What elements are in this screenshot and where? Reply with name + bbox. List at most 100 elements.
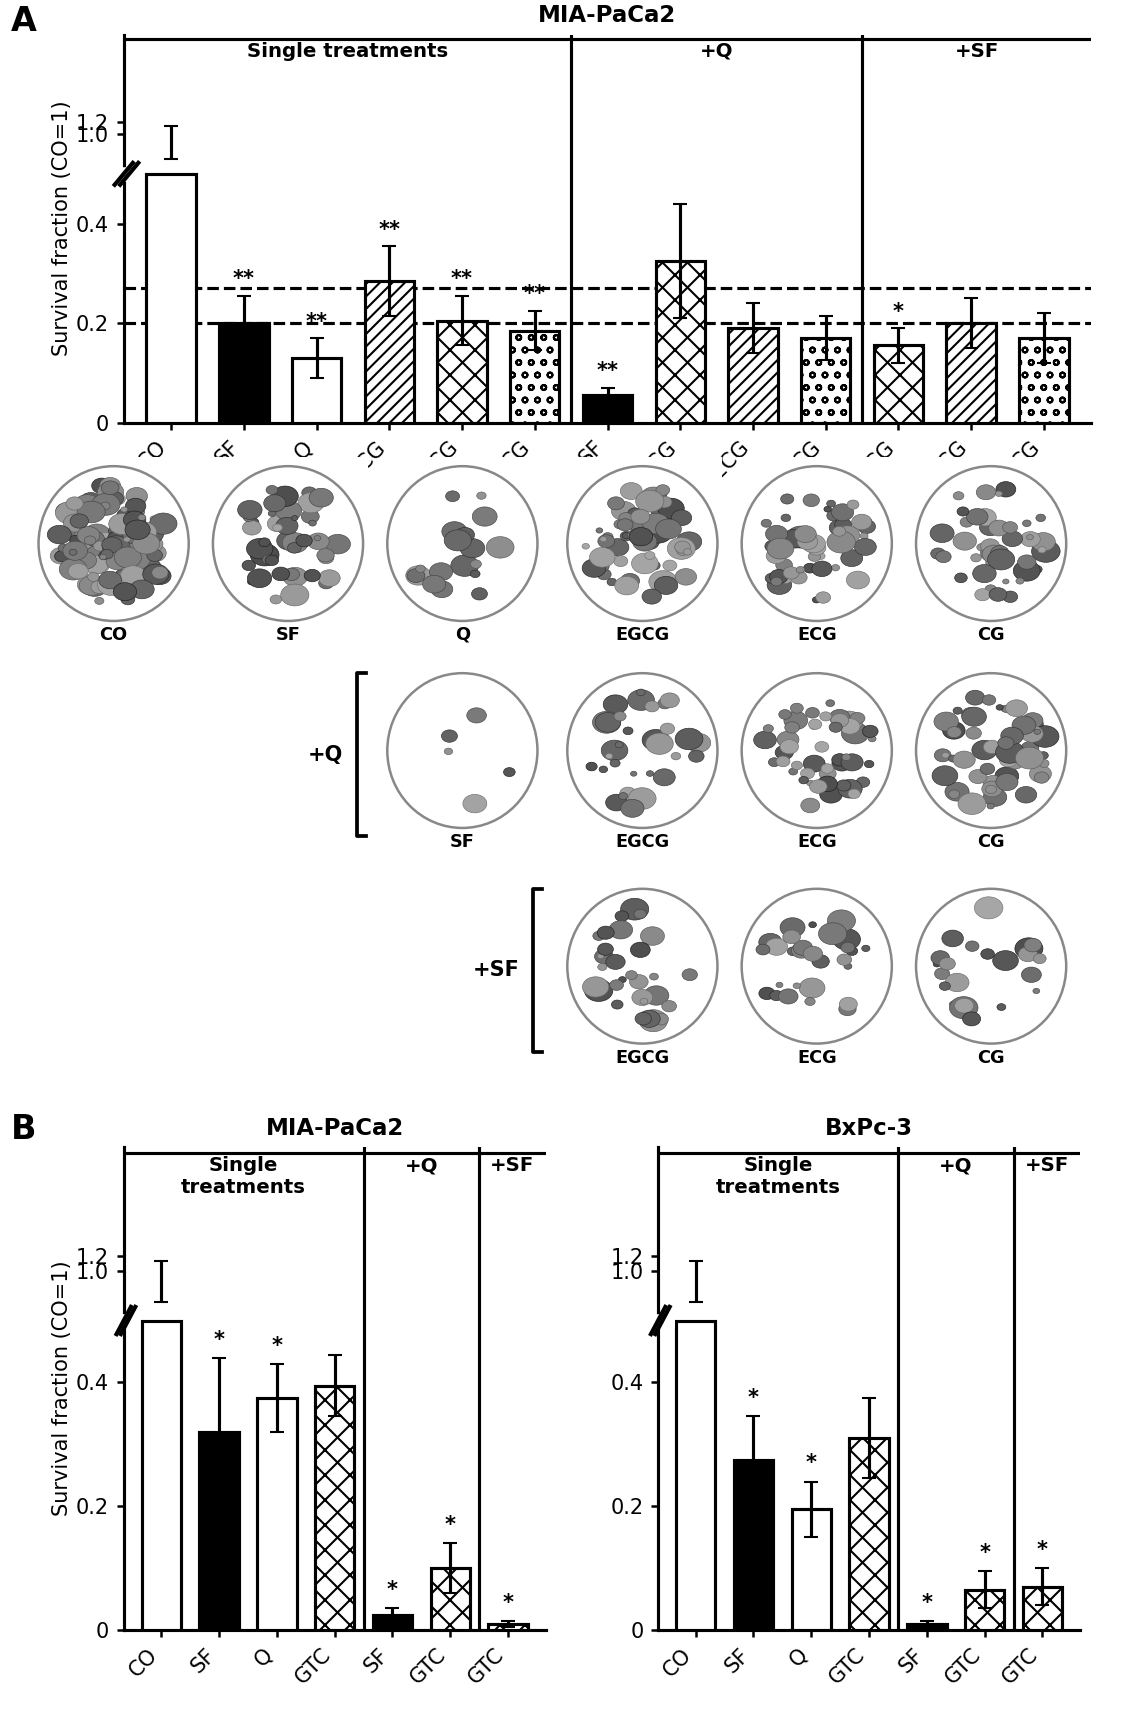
Ellipse shape xyxy=(116,543,143,564)
Ellipse shape xyxy=(621,799,643,818)
Ellipse shape xyxy=(992,950,1018,971)
Ellipse shape xyxy=(276,518,298,535)
Ellipse shape xyxy=(246,538,273,559)
Ellipse shape xyxy=(144,543,166,562)
Ellipse shape xyxy=(785,721,800,733)
Ellipse shape xyxy=(98,481,124,502)
Ellipse shape xyxy=(657,497,672,507)
Ellipse shape xyxy=(942,930,963,947)
Ellipse shape xyxy=(667,538,695,559)
Ellipse shape xyxy=(786,526,814,549)
Ellipse shape xyxy=(120,566,146,585)
Ellipse shape xyxy=(585,980,613,1002)
Ellipse shape xyxy=(101,536,122,552)
Ellipse shape xyxy=(827,531,855,554)
Ellipse shape xyxy=(986,585,997,593)
Ellipse shape xyxy=(115,547,142,568)
Ellipse shape xyxy=(127,531,144,543)
Ellipse shape xyxy=(1038,547,1046,554)
Ellipse shape xyxy=(958,794,986,814)
Ellipse shape xyxy=(1015,938,1043,959)
Ellipse shape xyxy=(844,963,852,969)
Ellipse shape xyxy=(79,576,105,595)
Ellipse shape xyxy=(972,740,997,759)
Ellipse shape xyxy=(996,773,1018,790)
Ellipse shape xyxy=(1019,714,1043,733)
Ellipse shape xyxy=(649,519,667,533)
Ellipse shape xyxy=(640,926,665,945)
Ellipse shape xyxy=(318,569,340,586)
Ellipse shape xyxy=(78,502,106,523)
Text: **: ** xyxy=(233,269,254,290)
Ellipse shape xyxy=(597,569,611,580)
Ellipse shape xyxy=(976,485,996,500)
Ellipse shape xyxy=(688,750,704,762)
Ellipse shape xyxy=(835,518,852,531)
Bar xyxy=(1019,338,1069,423)
Ellipse shape xyxy=(100,502,110,509)
Ellipse shape xyxy=(118,576,136,590)
Ellipse shape xyxy=(307,533,330,550)
Ellipse shape xyxy=(936,550,951,562)
Ellipse shape xyxy=(829,723,843,733)
Title: MIA-PaCa2: MIA-PaCa2 xyxy=(266,1116,404,1140)
Ellipse shape xyxy=(793,940,812,956)
Ellipse shape xyxy=(620,573,640,588)
Bar xyxy=(728,328,777,423)
Ellipse shape xyxy=(614,519,626,530)
Ellipse shape xyxy=(996,492,1002,497)
Ellipse shape xyxy=(932,950,950,966)
Ellipse shape xyxy=(150,516,158,521)
Ellipse shape xyxy=(606,954,626,969)
Ellipse shape xyxy=(777,731,799,749)
Ellipse shape xyxy=(312,492,318,497)
Text: ECG: ECG xyxy=(796,626,837,643)
Ellipse shape xyxy=(106,552,128,569)
Ellipse shape xyxy=(74,552,97,569)
Ellipse shape xyxy=(765,540,781,552)
Ellipse shape xyxy=(987,804,994,809)
Ellipse shape xyxy=(446,492,460,502)
Ellipse shape xyxy=(832,526,846,536)
Ellipse shape xyxy=(630,942,650,957)
Ellipse shape xyxy=(953,707,962,714)
Ellipse shape xyxy=(583,976,609,997)
Text: *: * xyxy=(748,1389,759,1408)
Ellipse shape xyxy=(126,536,155,557)
Ellipse shape xyxy=(137,524,163,543)
Ellipse shape xyxy=(407,569,425,583)
Ellipse shape xyxy=(444,749,452,754)
Ellipse shape xyxy=(812,597,820,604)
Ellipse shape xyxy=(127,490,147,505)
Ellipse shape xyxy=(91,581,108,593)
Ellipse shape xyxy=(248,569,271,588)
Ellipse shape xyxy=(213,466,363,621)
Ellipse shape xyxy=(597,954,604,959)
Ellipse shape xyxy=(125,519,150,540)
Ellipse shape xyxy=(595,712,621,731)
Ellipse shape xyxy=(945,973,969,992)
Ellipse shape xyxy=(63,512,78,524)
Ellipse shape xyxy=(645,552,655,559)
Ellipse shape xyxy=(262,555,274,564)
Ellipse shape xyxy=(842,723,868,743)
Y-axis label: Survival fraction (CO=1): Survival fraction (CO=1) xyxy=(52,100,72,357)
Ellipse shape xyxy=(94,597,104,604)
Ellipse shape xyxy=(817,776,837,792)
Ellipse shape xyxy=(644,985,669,1006)
Ellipse shape xyxy=(994,768,1019,785)
Ellipse shape xyxy=(682,969,698,980)
Text: SF: SF xyxy=(450,833,475,850)
Ellipse shape xyxy=(981,543,1005,562)
Ellipse shape xyxy=(770,990,783,1000)
Ellipse shape xyxy=(741,673,892,828)
Ellipse shape xyxy=(620,787,637,800)
Text: *: * xyxy=(893,302,904,321)
Ellipse shape xyxy=(996,704,1004,711)
Ellipse shape xyxy=(1042,540,1053,549)
Text: *: * xyxy=(214,1330,225,1349)
Ellipse shape xyxy=(83,524,110,545)
Ellipse shape xyxy=(56,504,76,519)
Ellipse shape xyxy=(982,781,1002,797)
Ellipse shape xyxy=(1020,531,1041,547)
